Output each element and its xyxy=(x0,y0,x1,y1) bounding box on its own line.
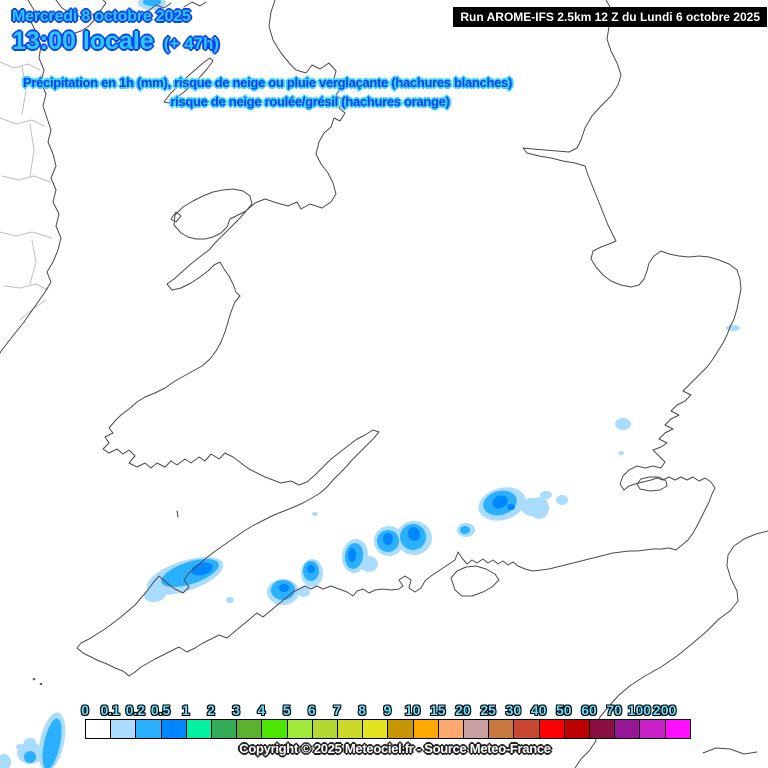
scotland-coast-fragment xyxy=(147,2,172,12)
scotland-coast-fragment xyxy=(55,0,107,18)
scilly-isles xyxy=(32,677,36,681)
forecast-date: Mercredi 8 octobre 2025 xyxy=(12,8,191,25)
precipitation-area-core xyxy=(279,584,289,592)
lundy-island xyxy=(176,510,179,518)
precipitation-area-core xyxy=(307,565,315,573)
scotland-coast-fragment xyxy=(71,18,96,35)
precipitation-area-core xyxy=(383,533,393,545)
great-britain-coastline xyxy=(76,0,742,677)
isle-of-wight xyxy=(450,565,500,597)
precipitation-area-light xyxy=(615,418,631,430)
precipitation-area-mid xyxy=(143,0,161,6)
precipitation-area-light xyxy=(540,491,552,499)
precipitation-area-mid xyxy=(460,526,470,534)
precipitation-area-light xyxy=(121,10,131,18)
precipitation-area-core xyxy=(348,548,356,562)
isle-of-sheppey xyxy=(636,476,668,492)
precipitation-area-core xyxy=(492,495,508,509)
model-run-banner: Run AROME-IFS 2.5km 12 Z du Lundi 6 octo… xyxy=(453,7,767,27)
precipitation-area-light xyxy=(529,497,549,519)
precipitation-area-light xyxy=(726,325,740,331)
precipitation-area-mid xyxy=(42,718,62,768)
precipitation-area-light xyxy=(226,597,234,603)
precipitation-layer xyxy=(0,0,740,768)
france-coastline xyxy=(702,747,758,755)
precipitation-area-core xyxy=(407,527,421,541)
precipitation-area-core xyxy=(507,504,515,510)
scilly-isles xyxy=(39,682,43,686)
precipitation-area-light xyxy=(360,556,378,572)
isle-of-man xyxy=(163,57,214,104)
precipitation-area-light xyxy=(618,451,624,455)
precipitation-area-light xyxy=(0,754,11,768)
scotland-coast-fragment xyxy=(183,1,207,8)
precipitation-area-light xyxy=(16,744,24,750)
copyright-notice: Copyright © 2025 Meteociel.fr - Source M… xyxy=(239,741,551,756)
forecast-time-label: 13:00 locale xyxy=(12,27,154,55)
map-subtitle-line1: Précipitation en 1h (mm), risque de neig… xyxy=(22,75,513,90)
map-subtitle-line2: risque de neige roulée/grésil (hachures … xyxy=(170,94,450,109)
precipitation-area-light xyxy=(298,587,310,597)
forecast-hour-offset: (+ 47h) xyxy=(163,34,220,53)
precipitation-area-light xyxy=(24,738,36,746)
holy-island xyxy=(170,211,182,223)
france-coastline xyxy=(574,530,768,768)
ireland-county-boundaries xyxy=(0,61,53,321)
precipitation-area-mid xyxy=(24,751,36,763)
precipitation-area-light xyxy=(312,512,318,516)
ireland-coastline xyxy=(0,0,62,354)
precipitation-area-light xyxy=(144,587,166,603)
forecast-time: 13:00 locale (+ 47h) xyxy=(12,27,219,56)
anglesey-island xyxy=(173,188,253,240)
precipitation-area-light xyxy=(556,495,568,505)
